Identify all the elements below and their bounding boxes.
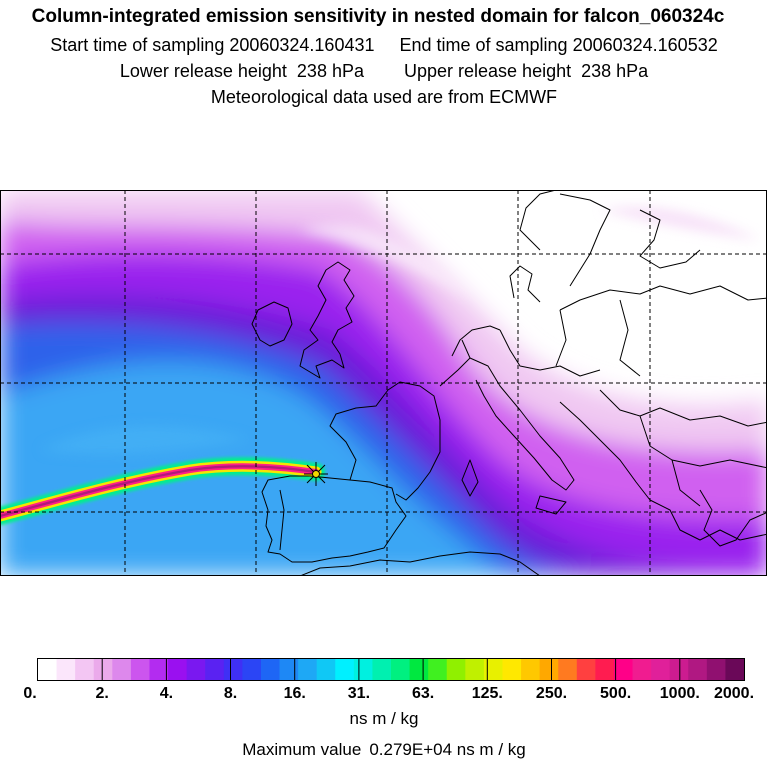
benelux-coast xyxy=(451,325,501,357)
colorbar-cell xyxy=(316,659,336,680)
colorbar-unit-label: ns m / kg xyxy=(349,709,419,728)
colorbar-cell xyxy=(483,659,504,680)
finland-coast xyxy=(639,209,701,269)
greece-turkey-coast xyxy=(699,489,767,547)
colorbar-cell xyxy=(112,659,132,680)
norway-coast xyxy=(519,190,557,251)
balkans-borders xyxy=(599,389,767,507)
colorbar: 0. 2. 4. 8. 16. 31. 63. 125. 250. 500. 1000. 2000. xyxy=(23,658,754,702)
colorbar-cell xyxy=(725,659,745,680)
colorbar-tick-label: 2. xyxy=(96,685,109,702)
colorbar-cells xyxy=(38,659,745,680)
britain-coast xyxy=(299,261,355,379)
sampling-time-line: Start time of sampling 20060324.160431 E… xyxy=(50,35,718,55)
colorbar-cell xyxy=(521,659,541,680)
maximum-value: 0.279E+04 ns m / kg xyxy=(369,740,526,759)
colorbar-tick-label: 125. xyxy=(472,685,503,702)
colorbar-cell xyxy=(93,659,113,680)
sweden-coast xyxy=(559,193,611,287)
emission-sensitivity-map xyxy=(0,190,767,576)
maximum-value-label: Maximum value xyxy=(242,740,362,759)
colorbar-cell xyxy=(56,659,76,680)
colorbar-cell xyxy=(409,659,429,680)
colorbar-tick-label: 16. xyxy=(284,685,306,702)
baltic-coast xyxy=(559,285,767,311)
colorbar-cell xyxy=(223,659,243,680)
colorbar-cell xyxy=(502,659,522,680)
colorbar-cell xyxy=(613,659,634,680)
field-streak-1 xyxy=(300,224,470,300)
colorbar-cell xyxy=(465,659,485,680)
france-coast xyxy=(329,381,441,501)
colorbar-cell xyxy=(669,659,689,680)
colorbar-cell xyxy=(130,659,151,680)
colorbar-cell xyxy=(558,659,578,680)
sicily-sardinia xyxy=(461,459,567,515)
north-africa-coast xyxy=(301,551,540,575)
colorbar-cell xyxy=(446,659,466,680)
colorbar-tick-label: 4. xyxy=(160,685,173,702)
spain-portugal-border xyxy=(279,489,285,551)
colorbar-frame xyxy=(37,658,745,681)
colorbar-cell xyxy=(298,659,318,680)
lat-lon-grid xyxy=(0,190,767,575)
release-height-line: Lower release height 238 hPa Upper relea… xyxy=(119,61,649,81)
colorbar-tick-label: 8. xyxy=(224,685,237,702)
italy-coast xyxy=(469,357,575,491)
meteorological-data-line: Meteorological data used are from ECMWF xyxy=(210,87,558,107)
map-frame xyxy=(0,190,767,576)
colorbar-cell xyxy=(242,659,262,680)
colorbar-tick-label: 31. xyxy=(348,685,370,702)
colorbar-tick-label: 1000. xyxy=(660,685,700,702)
field-streak-3 xyxy=(40,426,250,455)
map-title: Column-integrated emission sensitivity i… xyxy=(31,6,725,27)
colorbar-tick-label: 0. xyxy=(23,685,36,702)
colorbar-tick-label: 500. xyxy=(600,685,631,702)
colorbar-tick-labels: 0. 2. 4. 8. 16. 31. 63. 125. 250. 500. 1000. 2000. xyxy=(23,685,754,702)
colorbar-tick-label: 63. xyxy=(412,685,434,702)
colorbar-cell xyxy=(335,659,355,680)
colorbar-cell xyxy=(168,659,188,680)
colorbar-dividers xyxy=(101,659,681,680)
colorbar-cell xyxy=(706,659,727,680)
colorbar-cell xyxy=(205,659,225,680)
colorbar-cell xyxy=(260,659,281,680)
release-point-star-icon xyxy=(304,462,328,486)
balkans-coast xyxy=(559,401,767,541)
colorbar-cell xyxy=(688,659,708,680)
colorbar-cell xyxy=(75,659,95,680)
colorbar-cell xyxy=(186,659,206,680)
colorbar-cell xyxy=(539,659,559,680)
colorbar-cell xyxy=(149,659,169,680)
field-streak-2 xyxy=(600,206,760,240)
colorbar-cell xyxy=(279,659,299,680)
ireland-coast xyxy=(251,301,293,347)
iberian-peninsula-coast xyxy=(261,475,407,563)
colorbar-cell xyxy=(595,659,615,680)
colorbar-cell xyxy=(576,659,596,680)
colorbar-cell xyxy=(632,659,652,680)
colorbar-cell xyxy=(428,659,448,680)
denmark-coast xyxy=(509,265,541,303)
colorbar-cell xyxy=(38,659,58,680)
colorbar-tick-label: 250. xyxy=(536,685,567,702)
coastlines xyxy=(251,190,767,575)
colorbar-cell xyxy=(651,659,671,680)
germany-poland-borders xyxy=(499,299,641,377)
maximum-value-line: Maximum value 0.279E+04 ns m / kg xyxy=(0,740,768,760)
france-east-border xyxy=(439,339,471,387)
colorbar-cell xyxy=(391,659,411,680)
colorbar-cell xyxy=(353,659,374,680)
colorbar-cell xyxy=(372,659,392,680)
colorbar-tick-label: 2000. xyxy=(714,685,754,702)
